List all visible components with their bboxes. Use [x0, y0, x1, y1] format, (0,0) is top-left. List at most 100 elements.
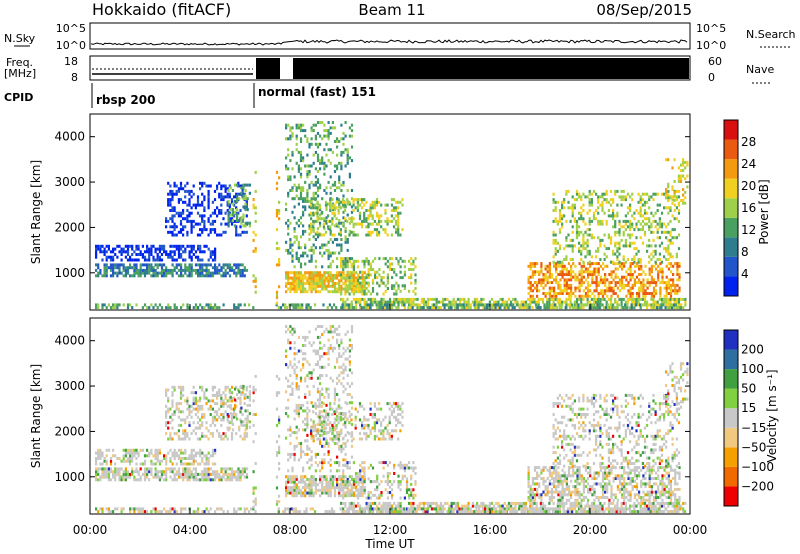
- range-cell: [550, 297, 553, 301]
- range-cell: [316, 279, 320, 283]
- range-cell: [188, 263, 191, 267]
- range-cell: [227, 210, 230, 214]
- range-cell: [595, 275, 598, 279]
- range-cell: [346, 276, 349, 280]
- range-cell: [342, 180, 345, 184]
- range-cell: [285, 354, 288, 358]
- range-cell: [224, 211, 227, 215]
- range-cell: [194, 454, 198, 458]
- range-cell: [637, 192, 640, 196]
- range-cell: [378, 230, 381, 234]
- range-cell: [241, 391, 244, 395]
- range-cell: [124, 268, 127, 272]
- range-cell: [214, 253, 217, 256]
- range-cell: [612, 209, 615, 212]
- range-cell: [567, 294, 571, 298]
- range-cell: [235, 470, 238, 474]
- range-cell: [314, 246, 317, 250]
- range-cell: [359, 276, 362, 280]
- range-cell: [171, 470, 174, 474]
- range-cell: [342, 150, 345, 154]
- range-cell: [184, 247, 187, 251]
- range-cell: [239, 402, 242, 406]
- range-cell: [295, 431, 298, 435]
- range-cell: [599, 278, 602, 282]
- range-cell: [173, 385, 176, 389]
- range-cell: [682, 188, 685, 192]
- range-cell: [254, 249, 257, 253]
- range-cell: [633, 241, 636, 245]
- range-cell: [209, 432, 212, 436]
- range-cell: [597, 281, 600, 285]
- range-cell: [285, 349, 288, 353]
- range-cell: [357, 278, 360, 282]
- range-cell: [112, 250, 115, 254]
- range-cell: [236, 183, 239, 187]
- range-cell: [302, 335, 305, 339]
- range-cell: [605, 222, 608, 226]
- range-cell: [173, 475, 176, 479]
- range-cell: [648, 225, 651, 229]
- range-cell: [595, 249, 598, 253]
- range-cell: [346, 494, 349, 498]
- range-cell: [605, 200, 608, 204]
- range-cell: [302, 469, 305, 473]
- range-cell: [678, 262, 681, 266]
- range-cell: [308, 282, 311, 285]
- range-cell: [654, 244, 657, 248]
- range-cell: [275, 303, 278, 307]
- range-cell: [228, 274, 232, 278]
- range-cell: [118, 266, 121, 270]
- range-cell: [316, 186, 320, 190]
- range-cell: [209, 263, 212, 267]
- range-cell: [554, 306, 557, 310]
- range-cell: [325, 271, 328, 275]
- range-cell: [545, 306, 548, 310]
- range-cell: [658, 236, 661, 240]
- range-cell: [302, 251, 305, 255]
- range-cell: [182, 187, 185, 191]
- range-cell: [435, 306, 438, 310]
- range-cell: [639, 206, 642, 210]
- range-cell: [564, 306, 567, 310]
- range-cell: [365, 300, 368, 304]
- range-cell: [327, 494, 330, 498]
- range-cell: [586, 249, 589, 253]
- range-cell: [158, 475, 161, 479]
- range-cell: [359, 290, 362, 294]
- range-cell: [196, 200, 200, 204]
- range-cell: [553, 294, 556, 298]
- range-cell: [184, 189, 187, 193]
- range-cell: [107, 470, 110, 474]
- range-cell: [228, 192, 231, 196]
- range-cell: [308, 458, 311, 462]
- range-cell: [365, 257, 368, 261]
- range-cell: [143, 303, 147, 307]
- range-cell: [199, 462, 202, 466]
- range-cell: [226, 195, 229, 199]
- range-cell: [236, 393, 239, 396]
- range-cell: [667, 158, 670, 162]
- range-cell: [310, 197, 313, 201]
- range-cell: [541, 297, 545, 301]
- range-cell: [165, 423, 168, 427]
- range-cell: [229, 412, 232, 416]
- range-cell: [601, 219, 604, 223]
- range-cell: [148, 255, 151, 259]
- range-cell: [667, 286, 670, 290]
- range-cell: [122, 448, 125, 452]
- range-cell: [616, 211, 619, 215]
- range-cell: [399, 297, 402, 301]
- range-cell: [591, 273, 594, 276]
- range-cell: [346, 156, 349, 160]
- range-cell: [314, 352, 317, 356]
- range-cell: [310, 180, 313, 184]
- range-cell: [150, 263, 153, 267]
- range-cell: [95, 470, 98, 474]
- range-cell: [177, 255, 181, 259]
- range-cell: [231, 189, 234, 192]
- range-cell: [197, 462, 200, 466]
- range-cell: [299, 159, 303, 163]
- range-cell: [135, 457, 138, 460]
- range-cell: [192, 421, 195, 425]
